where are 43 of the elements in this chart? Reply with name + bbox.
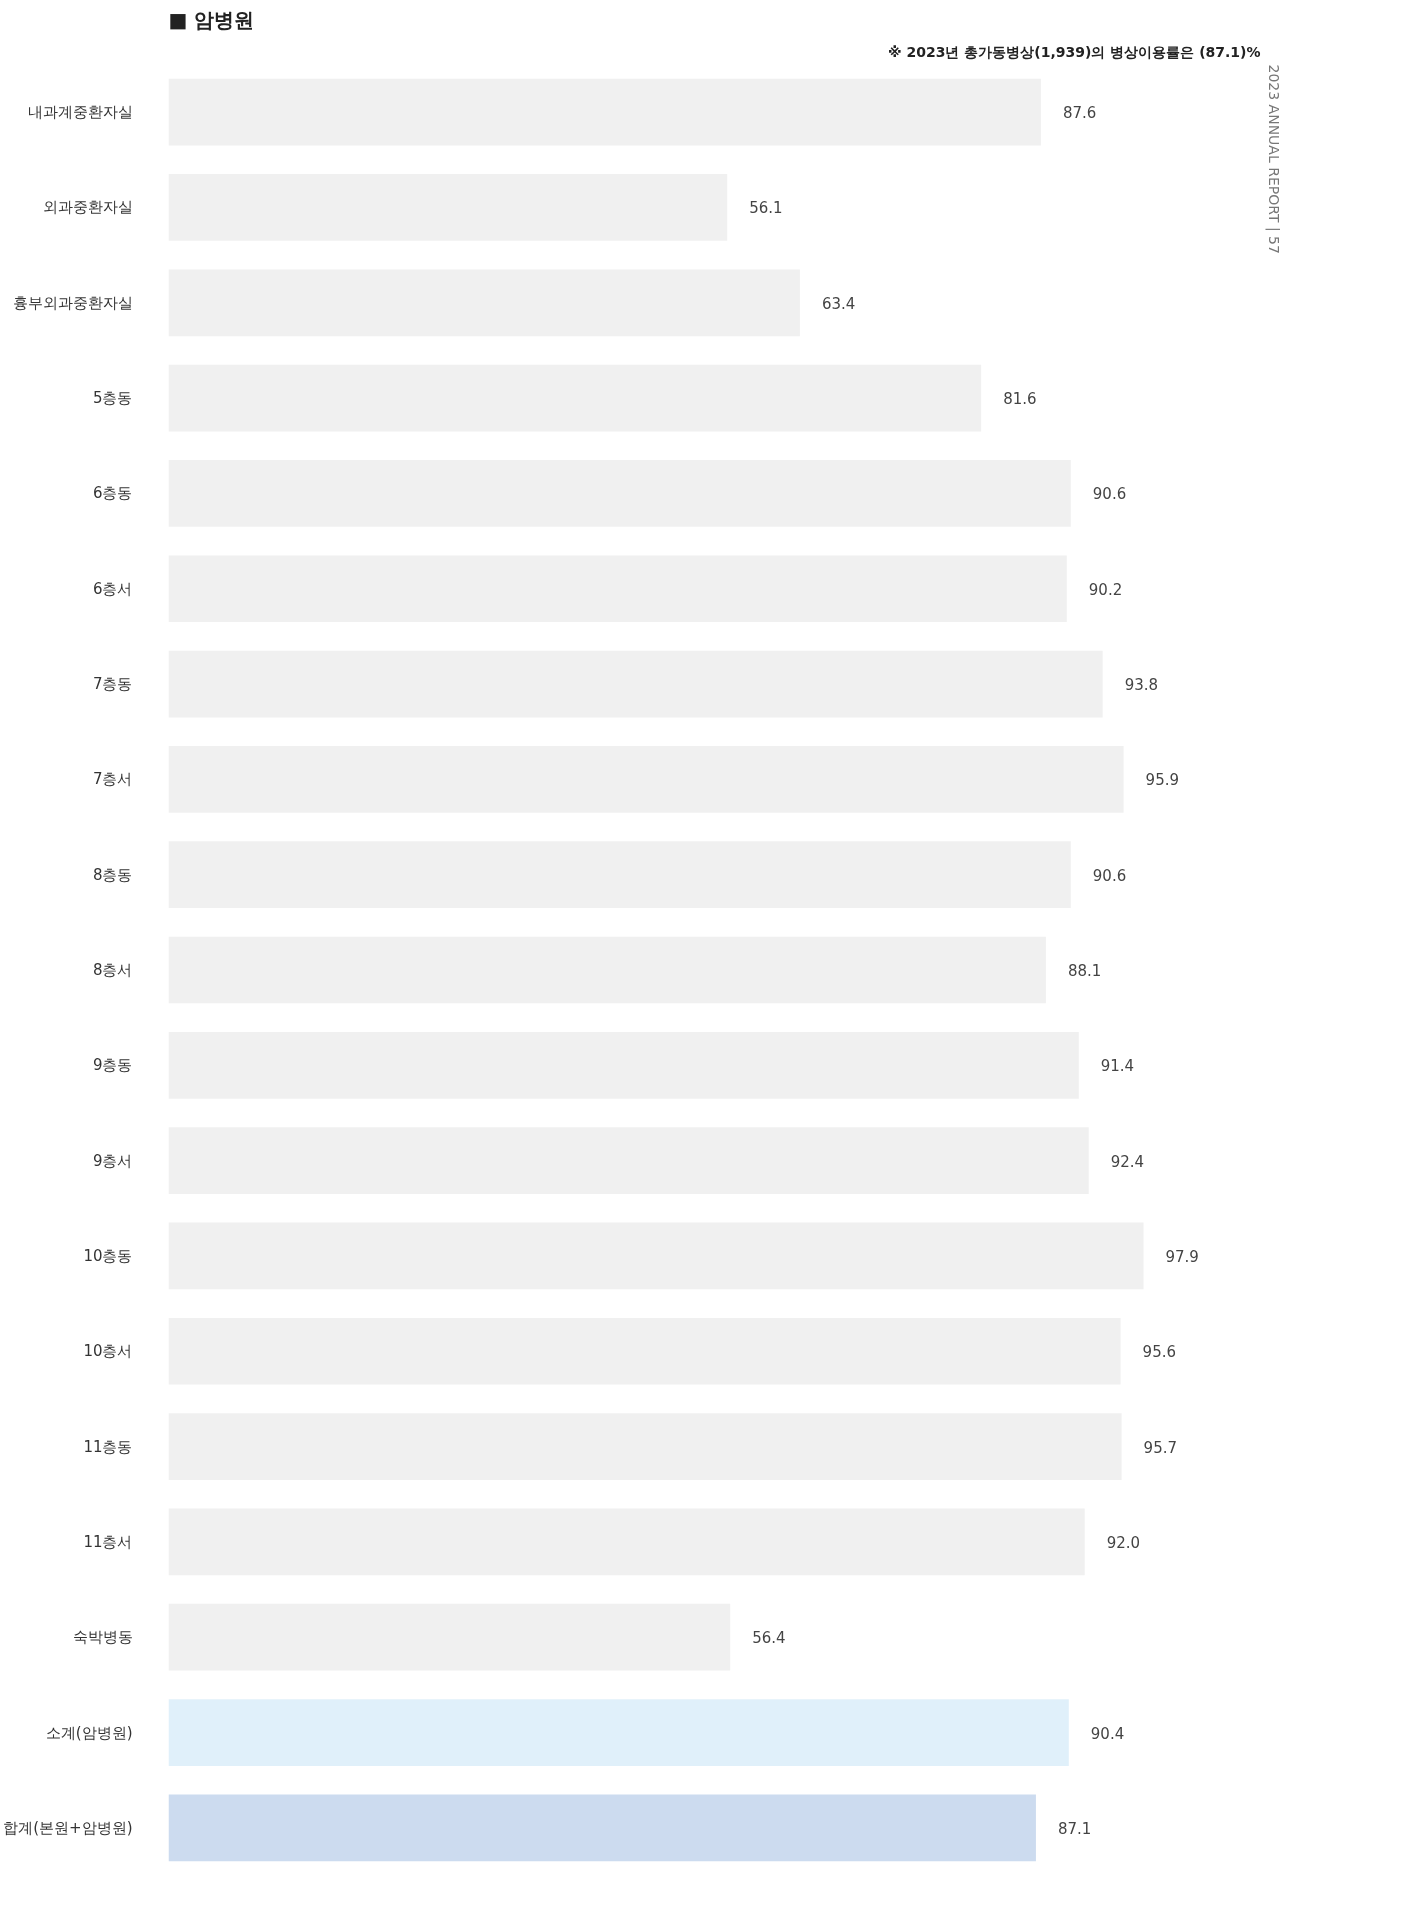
- data-label: 95.9: [1145, 771, 1179, 790]
- y-tick-label: 10층서: [83, 1342, 133, 1361]
- data-label: 92.0: [1106, 1533, 1141, 1552]
- data-label: 95.7: [1143, 1438, 1177, 1457]
- y-tick-label: 내과계중환자실: [27, 103, 133, 122]
- data-label: 87.6: [1062, 104, 1097, 123]
- data-label: 90.6: [1092, 866, 1127, 885]
- y-tick-label: 10층동: [83, 1246, 133, 1265]
- bar: [168, 1794, 1036, 1862]
- y-tick-label: 11층서: [83, 1532, 133, 1551]
- y-tick-label: 7층동: [92, 675, 133, 694]
- y-tick-label: 외과중환자실: [42, 198, 133, 217]
- data-label: 95.6: [1142, 1343, 1176, 1362]
- data-label: 88.1: [1067, 962, 1102, 980]
- data-label: 56.4: [752, 1629, 786, 1648]
- y-tick-label: 소계(암병원): [45, 1723, 133, 1742]
- data-label: 92.4: [1110, 1152, 1145, 1171]
- y-tick-label: 합계(본원+암병원): [3, 1818, 133, 1837]
- data-label: 81.6: [1003, 390, 1037, 409]
- y-tick-label: 9층서: [92, 1151, 133, 1170]
- y-tick-label: 7층서: [92, 770, 133, 789]
- data-label: 63.4: [821, 294, 856, 313]
- y-tick-label: 8층서: [92, 961, 133, 979]
- bar: [168, 1699, 1069, 1766]
- y-tick-label: 6층서: [92, 579, 133, 598]
- text: 2023 ANNUAL REPORT | 57: [1264, 64, 1282, 254]
- text: ※ 2023년 총가동병상(1,939)의 병상이용률은 (87.1)%: [887, 43, 1261, 60]
- data-label: 90.2: [1088, 580, 1123, 599]
- data-label: 90.4: [1090, 1724, 1125, 1743]
- data-label: 93.8: [1124, 676, 1159, 695]
- data-label: 87.1: [1057, 1819, 1092, 1838]
- y-tick-label: 6층동: [92, 484, 133, 503]
- y-tick-label: 9층동: [92, 1056, 133, 1075]
- y-tick-label: 숙박병동: [72, 1628, 133, 1647]
- y-tick-label: 흉부외과중환자실: [12, 293, 133, 312]
- data-label: 56.1: [749, 199, 783, 218]
- y-tick-label: 8층동: [92, 865, 133, 884]
- y-tick-label: 11층동: [83, 1437, 133, 1456]
- y-tick-label: 5층동: [92, 389, 133, 408]
- chart-title: ■ 암병원: [168, 7, 255, 32]
- data-label: 97.9: [1165, 1247, 1199, 1266]
- data-label: 90.6: [1092, 485, 1127, 504]
- data-label: 91.4: [1100, 1057, 1135, 1076]
